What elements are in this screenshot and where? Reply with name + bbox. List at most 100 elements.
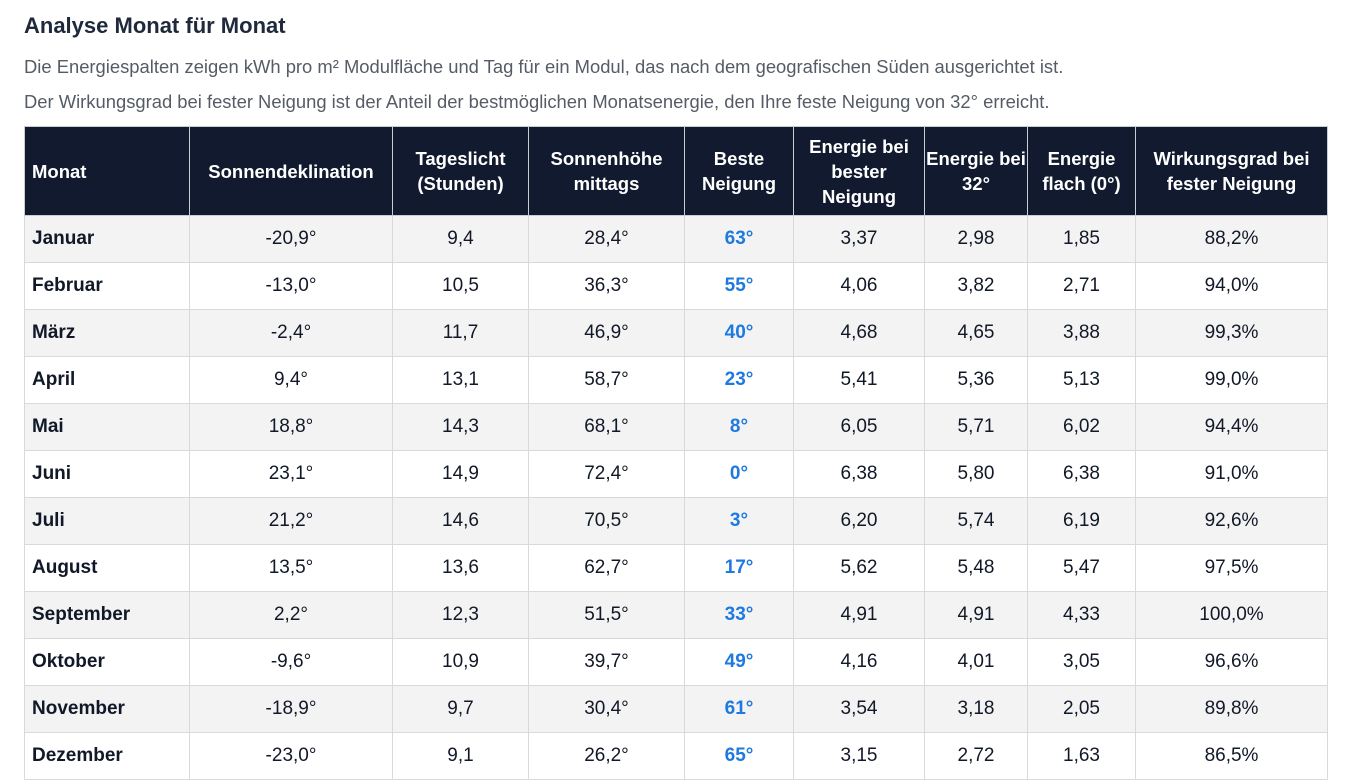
energy-best-tilt-cell: 6,38	[793, 450, 925, 498]
declination-cell: 18,8°	[189, 403, 393, 451]
section-description-line-2: Der Wirkungsgrad bei fester Neigung ist …	[24, 91, 1050, 112]
section-description-line-1: Die Energiespalten zeigen kWh pro m² Mod…	[24, 56, 1064, 77]
energy-32-cell: 4,01	[924, 638, 1028, 686]
month-cell: August	[24, 544, 190, 592]
energy-32-cell: 5,36	[924, 356, 1028, 404]
energy-best-tilt-cell: 4,06	[793, 262, 925, 310]
table-row: Oktober -9,6° 10,9 39,7° 49° 4,16 4,01 3,05 96,6…	[24, 638, 1328, 686]
daylight-cell: 14,6	[392, 497, 529, 545]
table-row: Juli 21,2° 14,6 70,5° 3° 6,20 5,74 6,19 92,6%	[24, 497, 1328, 545]
month-cell: Mai	[24, 403, 190, 451]
best-tilt-cell: 3°	[684, 497, 794, 545]
daylight-cell: 14,9	[392, 450, 529, 498]
month-cell: September	[24, 591, 190, 639]
month-cell: November	[24, 685, 190, 733]
table-row: Mai 18,8° 14,3 68,1° 8° 6,05 5,71 6,02 94,4%	[24, 403, 1328, 451]
table-row: November -18,9° 9,7 30,4° 61° 3,54 3,18 2,05 89,…	[24, 685, 1328, 733]
noon-elevation-cell: 62,7°	[528, 544, 685, 592]
energy-flat-cell: 5,13	[1027, 356, 1136, 404]
energy-best-tilt-cell: 3,37	[793, 215, 925, 263]
energy-best-tilt-cell: 6,20	[793, 497, 925, 545]
efficiency-cell: 88,2%	[1135, 215, 1328, 263]
energy-32-cell: 5,74	[924, 497, 1028, 545]
daylight-cell: 13,1	[392, 356, 529, 404]
energy-flat-cell: 1,85	[1027, 215, 1136, 263]
noon-elevation-cell: 28,4°	[528, 215, 685, 263]
best-tilt-cell: 61°	[684, 685, 794, 733]
efficiency-cell: 100,0%	[1135, 591, 1328, 639]
table-row: März -2,4° 11,7 46,9° 40° 4,68 4,65 3,88 99,3%	[24, 309, 1328, 357]
daylight-cell: 9,4	[392, 215, 529, 263]
energy-best-tilt-cell: 6,05	[793, 403, 925, 451]
energy-flat-cell: 1,63	[1027, 732, 1136, 780]
daylight-cell: 10,5	[392, 262, 529, 310]
month-cell: Januar	[24, 215, 190, 263]
efficiency-cell: 99,0%	[1135, 356, 1328, 404]
energy-best-tilt-cell: 5,41	[793, 356, 925, 404]
energy-32-cell: 3,82	[924, 262, 1028, 310]
energy-32-cell: 3,18	[924, 685, 1028, 733]
best-tilt-cell: 0°	[684, 450, 794, 498]
month-cell: Dezember	[24, 732, 190, 780]
efficiency-cell: 99,3%	[1135, 309, 1328, 357]
energy-flat-cell: 3,88	[1027, 309, 1136, 357]
energy-32-cell: 2,72	[924, 732, 1028, 780]
energy-32-cell: 5,80	[924, 450, 1028, 498]
daylight-cell: 13,6	[392, 544, 529, 592]
noon-elevation-cell: 68,1°	[528, 403, 685, 451]
table-row: Februar -13,0° 10,5 36,3° 55° 4,06 3,82 2,71 94,…	[24, 262, 1328, 310]
energy-flat-cell: 5,47	[1027, 544, 1136, 592]
monthly-analysis-section: Analyse Monat für Monat Die Energiespalt…	[24, 0, 1328, 780]
column-header-energy-32: Energie bei 32°	[924, 126, 1028, 216]
energy-flat-cell: 6,38	[1027, 450, 1136, 498]
energy-best-tilt-cell: 4,68	[793, 309, 925, 357]
energy-flat-cell: 6,02	[1027, 403, 1136, 451]
month-cell: Juni	[24, 450, 190, 498]
declination-cell: -13,0°	[189, 262, 393, 310]
column-header-noon-elevation: Sonnenhöhe mittags	[528, 126, 685, 216]
declination-cell: -18,9°	[189, 685, 393, 733]
month-cell: April	[24, 356, 190, 404]
table-row: April 9,4° 13,1 58,7° 23° 5,41 5,36 5,13 99,0%	[24, 356, 1328, 404]
column-header-efficiency: Wirkungsgrad bei fester Neigung	[1135, 126, 1328, 216]
declination-cell: 2,2°	[189, 591, 393, 639]
noon-elevation-cell: 26,2°	[528, 732, 685, 780]
efficiency-cell: 97,5%	[1135, 544, 1328, 592]
efficiency-cell: 94,4%	[1135, 403, 1328, 451]
energy-best-tilt-cell: 4,16	[793, 638, 925, 686]
noon-elevation-cell: 72,4°	[528, 450, 685, 498]
energy-best-tilt-cell: 4,91	[793, 591, 925, 639]
table-row: August 13,5° 13,6 62,7° 17° 5,62 5,48 5,47 97,5%	[24, 544, 1328, 592]
column-header-energy-best-tilt: Energie bei bester Neigung	[793, 126, 925, 216]
efficiency-cell: 92,6%	[1135, 497, 1328, 545]
daylight-cell: 10,9	[392, 638, 529, 686]
energy-best-tilt-cell: 3,54	[793, 685, 925, 733]
energy-best-tilt-cell: 5,62	[793, 544, 925, 592]
column-header-month: Monat	[24, 126, 190, 216]
energy-32-cell: 4,65	[924, 309, 1028, 357]
column-header-daylight: Tageslicht (Stunden)	[392, 126, 529, 216]
energy-flat-cell: 2,05	[1027, 685, 1136, 733]
month-cell: Oktober	[24, 638, 190, 686]
energy-32-cell: 4,91	[924, 591, 1028, 639]
best-tilt-cell: 63°	[684, 215, 794, 263]
column-header-best-tilt: Beste Neigung	[684, 126, 794, 216]
energy-best-tilt-cell: 3,15	[793, 732, 925, 780]
efficiency-cell: 96,6%	[1135, 638, 1328, 686]
energy-32-cell: 5,71	[924, 403, 1028, 451]
declination-cell: 13,5°	[189, 544, 393, 592]
month-cell: Juli	[24, 497, 190, 545]
table-header-row: Monat Sonnendeklination Tageslicht (Stun…	[24, 126, 1328, 216]
declination-cell: 9,4°	[189, 356, 393, 404]
energy-flat-cell: 6,19	[1027, 497, 1136, 545]
daylight-cell: 14,3	[392, 403, 529, 451]
column-header-declination: Sonnendeklination	[189, 126, 393, 216]
best-tilt-cell: 8°	[684, 403, 794, 451]
best-tilt-cell: 40°	[684, 309, 794, 357]
monthly-analysis-table: Monat Sonnendeklination Tageslicht (Stun…	[24, 126, 1328, 780]
section-title: Analyse Monat für Monat	[24, 13, 286, 38]
efficiency-cell: 86,5%	[1135, 732, 1328, 780]
efficiency-cell: 94,0%	[1135, 262, 1328, 310]
declination-cell: -2,4°	[189, 309, 393, 357]
noon-elevation-cell: 46,9°	[528, 309, 685, 357]
